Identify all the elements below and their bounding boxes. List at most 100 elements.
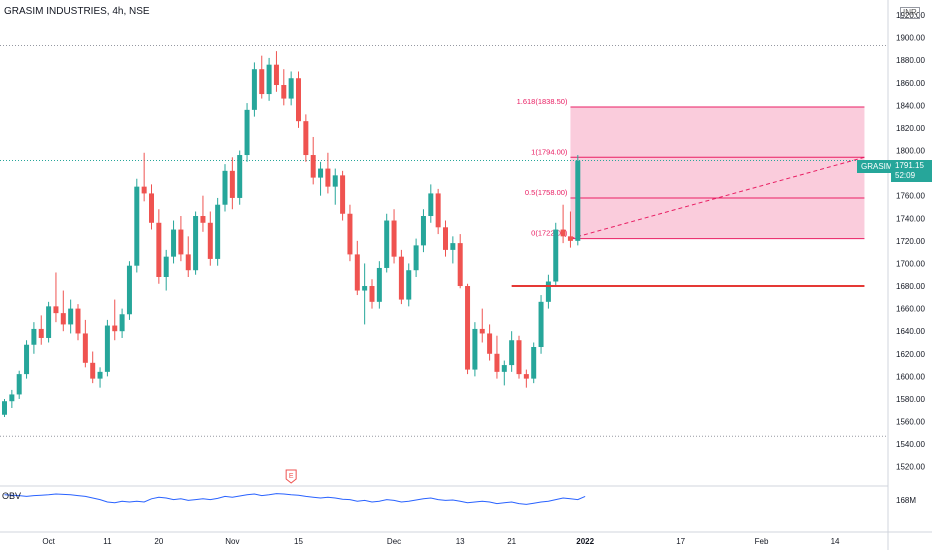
candle-body[interactable]: [185, 254, 191, 271]
candle-body[interactable]: [31, 328, 37, 345]
candle-body[interactable]: [207, 222, 213, 259]
candle-body[interactable]: [259, 69, 265, 95]
candle-body[interactable]: [450, 243, 456, 250]
candle-body[interactable]: [266, 64, 272, 95]
candle-body[interactable]: [193, 216, 199, 271]
y-tick-label: 1740.00: [896, 214, 925, 223]
candle-body[interactable]: [82, 333, 88, 363]
earnings-event-icon[interactable]: [285, 469, 297, 484]
candle-body[interactable]: [479, 328, 485, 334]
candle-body[interactable]: [200, 216, 206, 223]
candle-body[interactable]: [9, 394, 15, 402]
candle-body[interactable]: [16, 374, 22, 395]
candle-body[interactable]: [60, 313, 66, 325]
candle-body[interactable]: [112, 325, 118, 332]
currency-label[interactable]: INR: [900, 7, 920, 19]
candle-body[interactable]: [24, 344, 30, 375]
candle-body[interactable]: [178, 229, 184, 255]
candle-body[interactable]: [523, 374, 529, 379]
y-tick-label: 1860.00: [896, 79, 925, 88]
obv-value-label: 168M: [896, 496, 916, 505]
candle-body[interactable]: [134, 186, 140, 266]
candle-body[interactable]: [119, 314, 125, 332]
candle-body[interactable]: [46, 306, 52, 338]
y-tick-label: 1560.00: [896, 418, 925, 427]
x-tick-label: 15: [294, 537, 303, 546]
candle-body[interactable]: [443, 227, 448, 250]
candle-body[interactable]: [362, 286, 368, 291]
candle-body[interactable]: [75, 308, 81, 334]
candle-body[interactable]: [171, 229, 177, 257]
candle-body[interactable]: [457, 243, 463, 287]
candle-body[interactable]: [332, 175, 338, 187]
candle-body[interactable]: [465, 286, 471, 370]
obv-line[interactable]: [4, 493, 586, 505]
candle-body[interactable]: [354, 254, 360, 291]
candle-body[interactable]: [288, 78, 294, 99]
candle-body[interactable]: [141, 186, 147, 194]
y-tick-label: 1800.00: [896, 147, 925, 156]
candle-body[interactable]: [53, 306, 59, 314]
candle-body[interactable]: [251, 69, 257, 110]
candle-body[interactable]: [406, 270, 412, 300]
candle-body[interactable]: [237, 155, 243, 198]
candle-body[interactable]: [296, 78, 301, 122]
candle-body[interactable]: [303, 121, 309, 156]
x-tick-label: Nov: [225, 537, 239, 546]
candle-body[interactable]: [435, 193, 441, 228]
candle-body[interactable]: [215, 204, 221, 259]
candle-body[interactable]: [545, 281, 551, 302]
y-tick-label: 1620.00: [896, 350, 925, 359]
fib-trend-line[interactable]: [570, 156, 865, 240]
candle-body[interactable]: [126, 265, 132, 315]
symbol-title[interactable]: GRASIM INDUSTRIES, 4h, NSE: [4, 6, 150, 17]
candle-body[interactable]: [68, 308, 74, 325]
candle-body[interactable]: [97, 371, 103, 379]
candle-body[interactable]: [575, 160, 581, 241]
candle-body[interactable]: [244, 109, 250, 156]
candle-body[interactable]: [325, 168, 331, 187]
candle-body[interactable]: [420, 216, 426, 246]
candle-body[interactable]: [472, 328, 478, 370]
candle-body[interactable]: [494, 353, 500, 372]
y-tick-label: 1840.00: [896, 101, 925, 110]
candle-body[interactable]: [149, 193, 154, 223]
candle-body[interactable]: [2, 401, 7, 415]
candle-body[interactable]: [281, 85, 287, 99]
candle-body[interactable]: [398, 256, 404, 300]
candle-body[interactable]: [553, 229, 559, 282]
candle-body[interactable]: [310, 155, 316, 178]
fib-extension-zone[interactable]: [570, 107, 865, 239]
obv-indicator-label[interactable]: OBV: [2, 491, 22, 501]
candle-body[interactable]: [163, 256, 169, 277]
candle-body[interactable]: [369, 286, 375, 302]
candle-body[interactable]: [413, 245, 419, 271]
candle-body[interactable]: [340, 175, 346, 214]
candle-body[interactable]: [90, 362, 96, 379]
candle-body[interactable]: [156, 222, 162, 277]
fib-level-label: 0.5(1758.00): [525, 188, 568, 197]
candle-body[interactable]: [531, 347, 537, 379]
candle-body[interactable]: [384, 220, 390, 268]
candle-body[interactable]: [516, 340, 522, 375]
ticker-price-tag: GRASIM: [857, 160, 897, 173]
candle-body[interactable]: [376, 267, 382, 302]
candle-body[interactable]: [501, 365, 507, 372]
candle-body[interactable]: [560, 229, 566, 237]
candle-body[interactable]: [273, 64, 279, 86]
candle-body[interactable]: [487, 333, 493, 354]
y-tick-label: 1720.00: [896, 237, 925, 246]
candle-body[interactable]: [229, 170, 235, 198]
candle-body[interactable]: [347, 213, 353, 255]
candle-body[interactable]: [104, 325, 110, 372]
candle-body[interactable]: [509, 340, 515, 366]
candle-body[interactable]: [538, 301, 544, 348]
candle-body[interactable]: [391, 220, 397, 257]
candle-body[interactable]: [428, 193, 434, 217]
candle-body[interactable]: [567, 236, 573, 241]
candle-body[interactable]: [38, 328, 44, 338]
candle-body[interactable]: [318, 168, 324, 178]
candle-body[interactable]: [222, 170, 228, 205]
